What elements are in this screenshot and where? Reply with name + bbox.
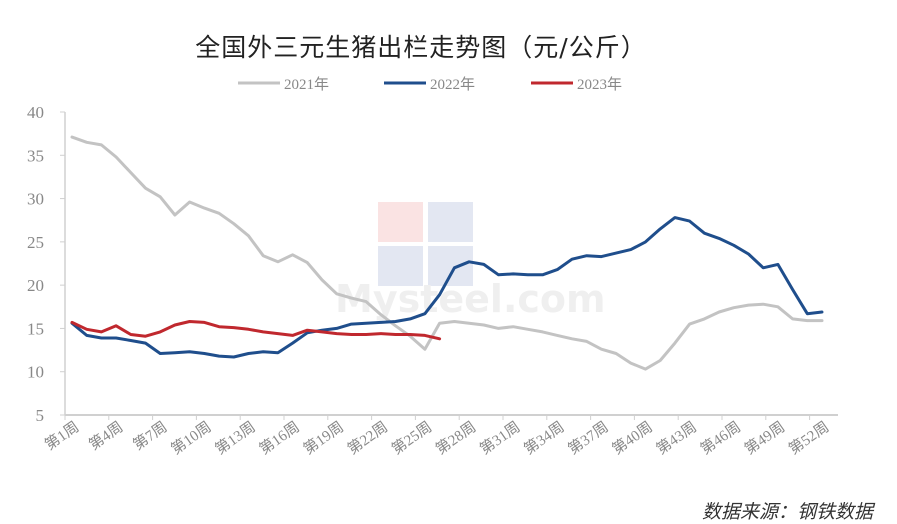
y-tick-label: 25 <box>27 233 44 252</box>
x-tick-label: 第49周 <box>741 418 788 459</box>
x-tick-label: 第13周 <box>212 418 259 459</box>
x-tick-label: 第4周 <box>85 418 126 454</box>
legend-item-2022: 2022年 <box>384 76 475 93</box>
y-tick-label: 10 <box>27 363 44 382</box>
x-tick-label: 第10周 <box>167 418 214 459</box>
svg-text:Mysteel.com: Mysteel.com <box>335 277 606 321</box>
x-tick-label: 第16周 <box>256 418 303 459</box>
x-tick-label: 第52周 <box>785 418 832 459</box>
x-tick-label: 第1周 <box>41 418 82 454</box>
mysteel-watermark: Mysteel.com <box>335 202 606 321</box>
series-line-2022 <box>70 216 824 359</box>
x-tick-label: 第28周 <box>432 418 479 459</box>
y-tick-label: 30 <box>27 190 44 209</box>
data-source-note: 数据来源：钢铁数据 <box>701 501 873 523</box>
series-line-2023 <box>70 320 442 341</box>
y-tick-label: 20 <box>27 276 44 295</box>
svg-text:2023年: 2023年 <box>577 76 622 93</box>
x-tick-label: 第31周 <box>476 418 523 459</box>
x-tick-label: 第37周 <box>565 418 612 459</box>
y-tick-label: 5 <box>36 406 45 425</box>
svg-text:2022年: 2022年 <box>430 76 475 93</box>
legend-item-2023: 2023年 <box>531 76 622 93</box>
y-tick-label: 35 <box>27 146 44 165</box>
y-tick-label: 40 <box>27 103 44 122</box>
chart-title: 全国外三元生猪出栏走势图（元/公斤） <box>195 33 647 62</box>
chart-series-lines <box>70 135 824 371</box>
x-tick-label: 第34周 <box>520 418 567 459</box>
x-tick-label: 第7周 <box>129 418 170 454</box>
x-tick-label: 第43周 <box>653 418 700 459</box>
x-tick-label: 第22周 <box>344 418 391 459</box>
legend-item-2021: 2021年 <box>238 76 329 93</box>
x-tick-label: 第25周 <box>388 418 435 459</box>
series-line-2021 <box>70 135 824 371</box>
x-tick-label: 第19周 <box>300 418 347 459</box>
y-tick-label: 15 <box>27 319 44 338</box>
svg-text:2021年: 2021年 <box>284 76 329 93</box>
x-tick-label: 第40周 <box>609 418 656 459</box>
chart-legend: 2021年 2022年 2023年 <box>238 76 622 93</box>
x-tick-label: 第46周 <box>697 418 744 459</box>
